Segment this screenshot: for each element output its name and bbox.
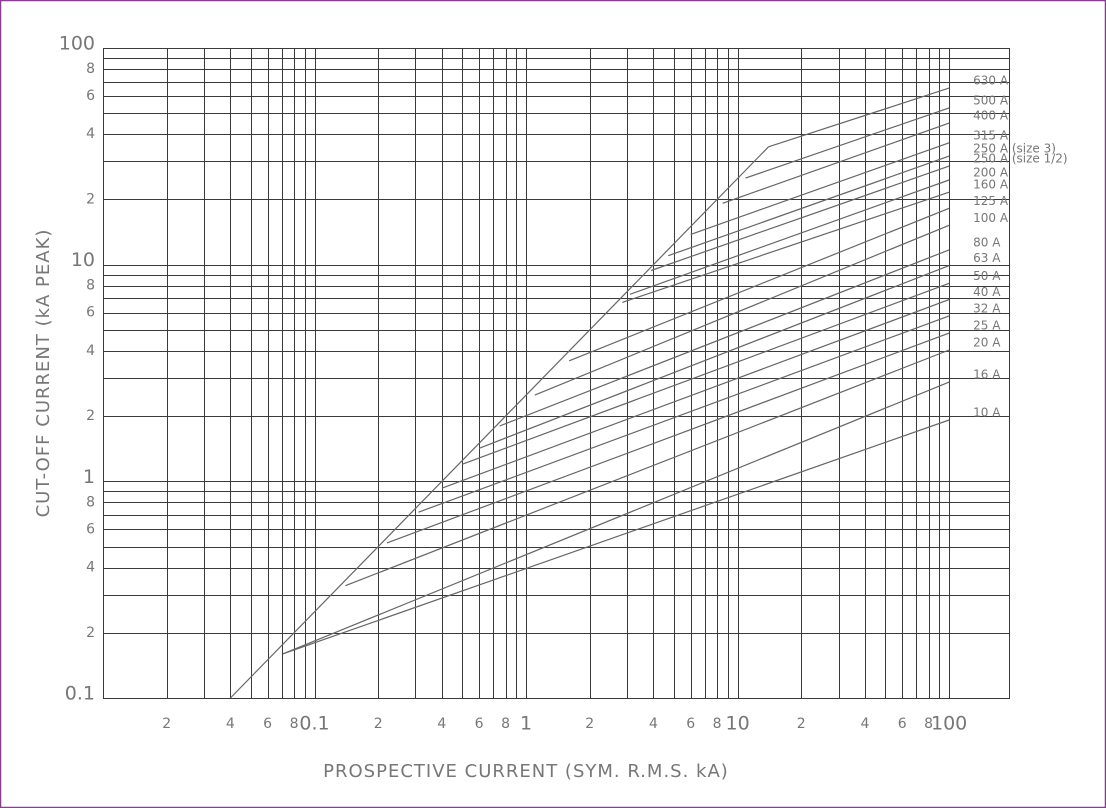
series-label: 16 A <box>973 368 1001 382</box>
series-label: 40 A <box>973 285 1001 299</box>
x-tick-label: 2 <box>374 716 383 732</box>
series-line <box>345 349 950 587</box>
y-tick-label: 4 <box>86 560 95 576</box>
x-tick-label: 8 <box>290 716 299 732</box>
x-tick-label: 2 <box>797 716 806 732</box>
y-tick-label: 4 <box>86 343 95 359</box>
series-label: 315 A <box>973 128 1009 142</box>
y-tick-label: 8 <box>86 61 95 77</box>
x-tick-label: 4 <box>226 716 235 732</box>
x-tick-label: 6 <box>898 716 907 732</box>
x-tick-label: 1 <box>520 713 532 735</box>
series-line <box>667 155 950 257</box>
y-tick-label: 4 <box>86 126 95 142</box>
series-line <box>386 332 950 544</box>
series-label: 80 A <box>973 235 1001 249</box>
series-label: 160 A <box>973 178 1009 192</box>
y-tick-label: 100 <box>59 33 95 55</box>
y-tick-label: 8 <box>86 494 95 510</box>
y-tick-label: 6 <box>86 521 95 537</box>
series-label: 400 A <box>973 109 1009 123</box>
x-tick-label: 0.1 <box>299 713 329 735</box>
y-tick-label: 6 <box>86 305 95 321</box>
y-tick-label: 2 <box>86 625 95 641</box>
x-tick-label: 6 <box>475 716 484 732</box>
series-line <box>745 107 950 179</box>
x-tick-label: 8 <box>713 716 722 732</box>
series-label: 500 A <box>973 93 1009 107</box>
envelope-line <box>229 146 769 699</box>
series-label: 100 A <box>973 211 1009 225</box>
x-tick-label: 10 <box>725 713 749 735</box>
series-label: 125 A <box>973 194 1009 208</box>
y-tick-label: 1 <box>83 466 95 488</box>
series-line <box>478 265 950 449</box>
x-tick-label: 4 <box>437 716 446 732</box>
x-tick-label: 2 <box>162 716 171 732</box>
x-tick-label: 2 <box>585 716 594 732</box>
x-tick-label: 4 <box>649 716 658 732</box>
x-tick-label: 8 <box>501 716 510 732</box>
x-axis-label: PROSPECTIVE CURRENT (SYM. R.M.S. kA) <box>323 761 729 782</box>
series-line <box>690 142 950 235</box>
series-line <box>622 191 950 303</box>
series-label: 10 A <box>973 405 1001 419</box>
series-label: 250 A (size 1/2) <box>973 152 1068 166</box>
y-tick-label: 8 <box>86 278 95 294</box>
series-line <box>534 224 950 396</box>
y-tick-label: 2 <box>86 408 95 424</box>
x-tick-label: 4 <box>860 716 869 732</box>
x-tick-label: 6 <box>686 716 695 732</box>
y-tick-label: 2 <box>86 191 95 207</box>
x-tick-label: 6 <box>263 716 272 732</box>
series-line <box>282 381 950 655</box>
series-label: 20 A <box>973 335 1001 349</box>
series-line <box>282 419 950 655</box>
series-label: 50 A <box>973 269 1001 283</box>
series-label: 25 A <box>973 319 1001 333</box>
x-tick-label: 100 <box>931 713 967 735</box>
x-tick-label: 8 <box>924 716 933 732</box>
series-line <box>722 122 950 204</box>
series-label: 630 A <box>973 74 1009 88</box>
series-line <box>418 315 950 513</box>
y-tick-label: 10 <box>71 249 95 271</box>
y-tick-label: 6 <box>86 88 95 104</box>
series-line <box>568 207 950 362</box>
series-label: 200 A <box>973 165 1009 179</box>
y-axis-label: CUT-OFF CURRENT (kA PEAK) <box>33 229 54 518</box>
series-label: 250 A (size 3) <box>973 142 1056 156</box>
series-label: 32 A <box>973 301 1001 315</box>
series-line <box>650 165 950 272</box>
series-label: 63 A <box>973 251 1001 265</box>
y-tick-label: 0.1 <box>65 683 95 705</box>
series-line <box>499 249 950 427</box>
series-line <box>629 179 950 295</box>
series-line <box>462 282 950 465</box>
series-line <box>768 87 950 148</box>
series-line <box>441 299 950 489</box>
